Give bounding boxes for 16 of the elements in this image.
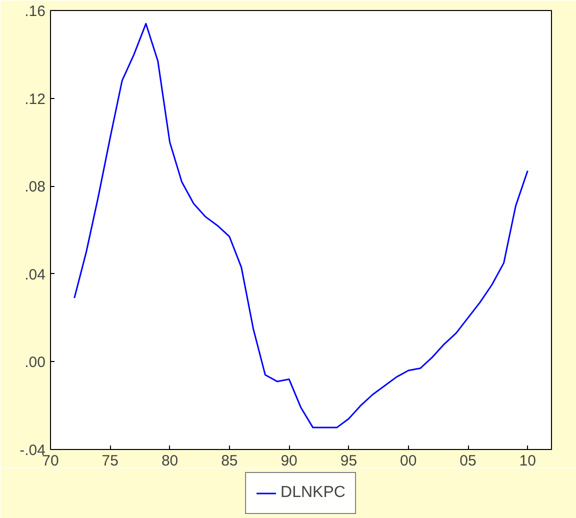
y-tick-label: -.04 [20,442,46,459]
x-tick-label: 95 [340,452,358,470]
y-tick-label: .04 [24,266,46,284]
y-tick-label: .08 [24,178,46,196]
x-tick-label: 00 [400,452,417,470]
y-tick-label: .12 [24,90,46,108]
legend-label: DLNKPC [280,484,346,502]
line-series [74,22,528,428]
y-tick-label: .16 [24,3,46,20]
x-tick-label: 85 [221,452,238,470]
y-tick-label: .00 [24,354,46,372]
x-tick-label: 75 [102,452,118,470]
x-tick-label: 90 [280,452,298,470]
x-tick-label: 10 [519,452,536,470]
x-tick-label: 80 [161,452,178,470]
x-tick-label: 05 [460,452,476,470]
